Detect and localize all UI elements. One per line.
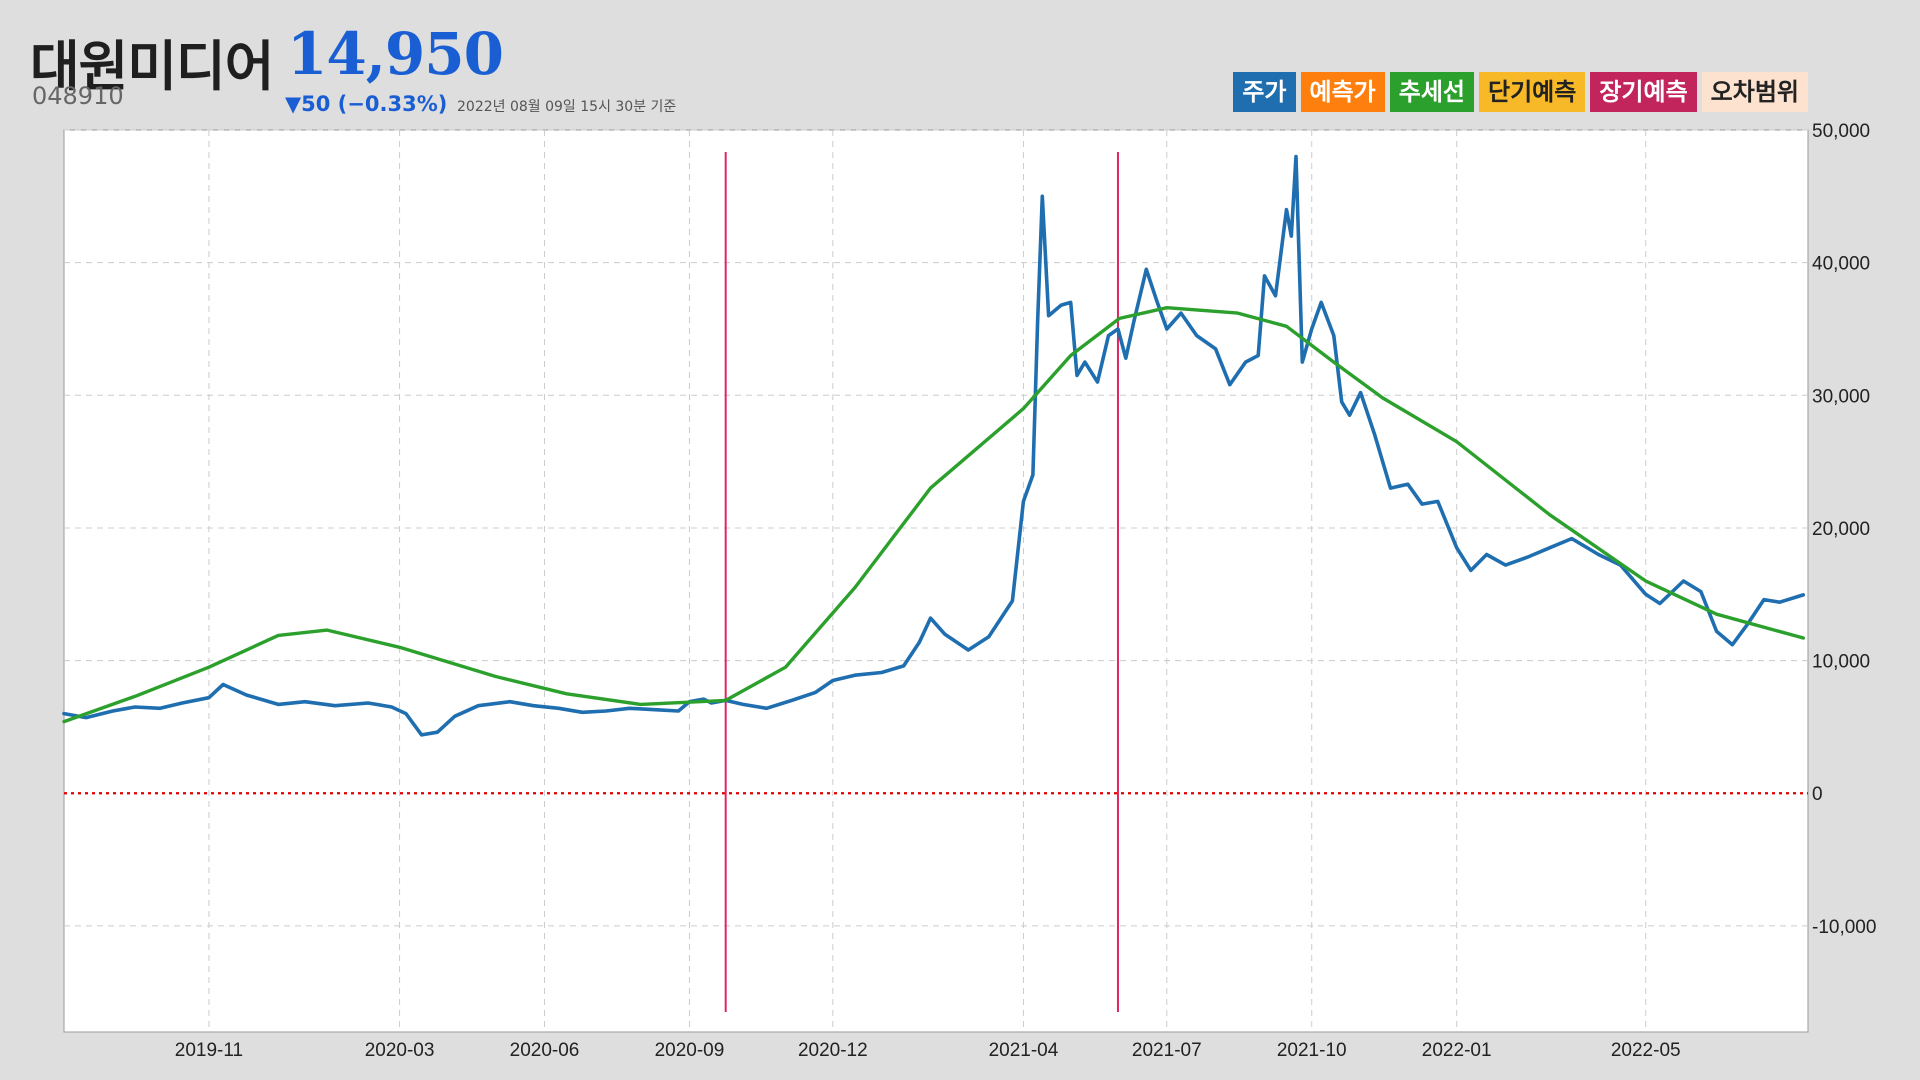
- current-price: 14,950: [287, 20, 504, 88]
- grid: [64, 129, 1808, 1032]
- as-of-timestamp: 2022년 08월 09일 15시 30분 기준: [457, 99, 677, 115]
- x-tick-label: 2021-04: [989, 1040, 1059, 1061]
- chart-marks: [62, 152, 1808, 1012]
- legend-item-forecast: 예측가: [1300, 72, 1385, 112]
- x-tick-label: 2022-05: [1611, 1040, 1681, 1061]
- x-tick-label: 2021-07: [1132, 1040, 1202, 1061]
- legend-item-trend: 추세선: [1389, 72, 1475, 112]
- x-tick-label: 2020-03: [365, 1040, 435, 1061]
- y-tick-label: 50,000: [1812, 121, 1870, 142]
- legend-item-short-term: 단기예측: [1479, 72, 1586, 112]
- stock-name: 대원미디어: [30, 35, 274, 98]
- price-series-line: [62, 154, 1806, 737]
- stock-code: 048910: [32, 82, 124, 110]
- y-tick-label: 40,000: [1812, 254, 1870, 275]
- y-tick-label: 10,000: [1812, 652, 1870, 673]
- legend-item-error-range: 오차범위: [1701, 72, 1808, 112]
- y-tick-label: -10,000: [1812, 917, 1876, 938]
- tick-labels: 50,000 40,000 30,000 20,000 10,000 0 -10,000 20…: [175, 121, 1877, 1061]
- y-tick-label: 30,000: [1812, 386, 1870, 407]
- x-tick-label: 2019-11: [175, 1040, 243, 1061]
- trend-series-line: [62, 306, 1806, 724]
- y-tick-label: 0: [1812, 784, 1823, 805]
- x-tick-label: 2020-06: [510, 1040, 580, 1061]
- chart-legend: 주가 예측가 추세선 단기예측 장기예측 오차범위: [1233, 72, 1808, 112]
- plot-area: [63, 129, 1809, 1033]
- x-tick-label: 2020-12: [798, 1040, 868, 1061]
- x-tick-label: 2022-01: [1422, 1040, 1492, 1061]
- legend-item-long-term: 장기예측: [1590, 72, 1697, 112]
- x-tick-label: 2020-09: [655, 1040, 725, 1061]
- y-tick-label: 20,000: [1812, 519, 1870, 540]
- x-tick-label: 2021-10: [1277, 1040, 1347, 1061]
- price-change: ▼50 (−0.33%): [285, 92, 448, 116]
- legend-item-price: 주가: [1233, 72, 1296, 112]
